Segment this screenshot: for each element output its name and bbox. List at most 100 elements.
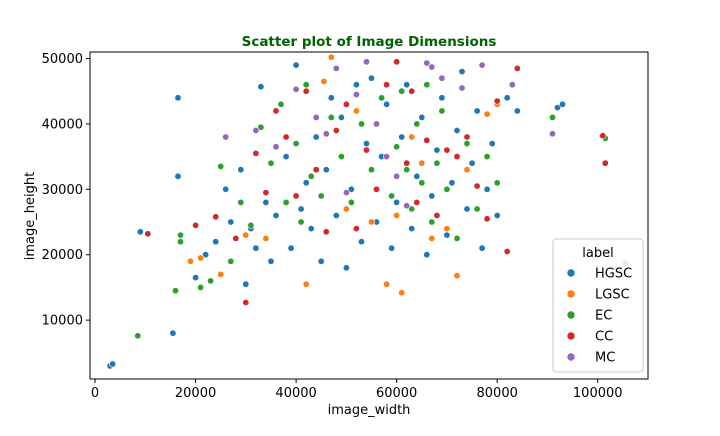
data-point-cc [212,213,220,221]
data-point-hgsc [448,179,456,187]
data-point-ec [483,153,491,161]
data-point-hgsc [473,107,481,115]
data-point-cc [503,248,511,256]
data-point-cc [322,228,330,236]
data-point-cc [601,159,609,167]
data-point-ec [134,332,142,340]
data-point-cc [443,146,451,154]
data-point-hgsc [222,185,230,193]
data-point-hgsc [337,113,345,121]
data-point-ec [297,218,305,226]
data-point-ec [292,140,300,148]
data-point-mc [393,172,401,180]
data-point-cc [362,146,370,154]
data-point-hgsc [136,228,144,236]
data-point-hgsc [332,212,340,220]
data-point-ec [207,277,215,285]
data-point-cc [423,136,431,144]
data-point-mc [458,84,466,92]
data-point-ec [473,205,481,213]
legend-label-cc: CC [595,330,613,345]
data-point-mc [322,130,330,138]
data-point-ec [237,198,245,206]
data-point-ec [393,143,401,151]
data-point-ec [453,234,461,242]
data-point-cc [332,127,340,135]
data-point-mc [352,91,360,99]
data-point-cc [192,221,200,229]
data-point-mc [423,59,431,67]
data-point-hgsc [438,94,446,102]
data-point-mc [428,63,436,71]
data-point-ec [367,166,375,174]
data-point-mc [222,133,230,141]
y-tick-label: 30000 [42,183,83,198]
data-point-hgsc [383,100,391,108]
data-point-hgsc [493,212,501,220]
plot-frame [89,51,649,380]
data-point-ec [398,87,406,95]
data-point-cc [513,64,521,72]
data-point-ec [337,153,345,161]
data-point-ec [463,140,471,148]
data-point-lgsc [327,53,335,61]
data-point-ec [438,107,446,115]
data-point-hgsc [453,127,461,135]
x-tick-label: 80000 [477,386,518,401]
data-point-cc [393,58,401,66]
data-point-hgsc [458,68,466,76]
data-point-hgsc [322,166,330,174]
data-point-lgsc [393,212,401,220]
data-point-ec [493,179,501,187]
data-point-mc [438,74,446,82]
legend-label-ec: EC [595,309,612,324]
data-point-hgsc [403,81,411,89]
data-point-lgsc [217,270,225,278]
data-point-hgsc [418,113,426,121]
data-point-mc [403,202,411,210]
y-tick-label: 50000 [42,52,83,67]
data-point-ec [177,238,185,246]
data-point-ec [172,287,180,295]
data-point-hgsc [227,218,235,226]
data-point-hgsc [357,238,365,246]
data-point-ec [443,185,451,193]
data-point-ec [423,81,431,89]
data-point-lgsc [197,254,205,262]
data-point-cc [473,182,481,190]
data-point-hgsc [287,244,295,252]
data-point-hgsc [282,153,290,161]
data-point-hgsc [202,251,210,259]
data-point-mc [252,127,260,135]
data-point-mc [342,189,350,197]
data-point-cc [144,230,152,238]
data-point-cc [599,132,607,140]
data-point-hgsc [174,172,182,180]
x-tick-label: 40000 [275,386,316,401]
data-point-hgsc [423,251,431,259]
data-point-hgsc [388,244,396,252]
data-point-cc [342,100,350,108]
data-point-lgsc [483,110,491,118]
data-point-ec [317,192,325,200]
data-point-hgsc [558,100,566,108]
data-point-mc [548,130,556,138]
data-point-ec [403,166,411,174]
data-point-lgsc [320,77,328,85]
data-point-hgsc [237,166,245,174]
data-point-ec [408,205,416,213]
x-tick-label: 0 [91,386,99,401]
legend-label-hgsc: HGSC [595,267,632,282]
data-point-lgsc [453,272,461,280]
data-point-cc [352,225,360,233]
data-point-ec [378,94,386,102]
legend-marker-lgsc [566,289,576,299]
data-point-hgsc [302,179,310,187]
data-point-ec [282,198,290,206]
legend-box [552,238,644,373]
data-points [106,53,629,370]
data-point-cc [242,298,250,306]
data-point-hgsc [342,264,350,272]
data-point-hgsc [212,238,220,246]
